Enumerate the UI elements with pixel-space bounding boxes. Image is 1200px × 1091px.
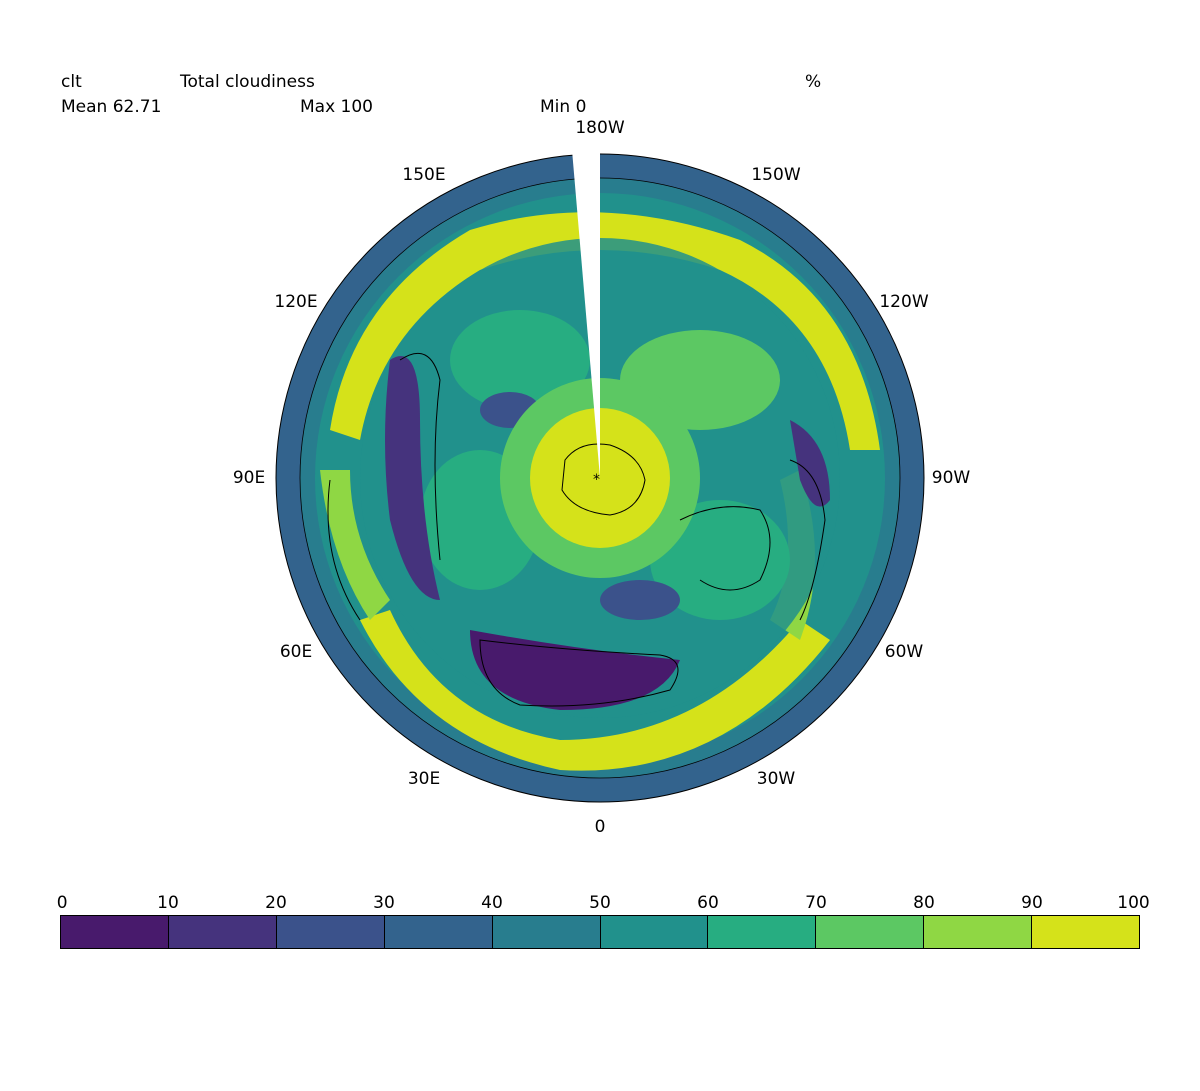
lon-label-0: 0 bbox=[594, 817, 606, 837]
colorbar-tick-label: 10 bbox=[157, 893, 179, 913]
colorbar-tick-label: 40 bbox=[481, 893, 503, 913]
lon-label-30e: 30E bbox=[407, 769, 441, 789]
colorbar-swatch bbox=[383, 916, 492, 948]
colorbar-swatch bbox=[707, 916, 816, 948]
lon-label-60w: 60W bbox=[884, 642, 924, 662]
colorbar-swatch bbox=[61, 916, 168, 948]
colorbar bbox=[60, 915, 1140, 949]
colorbar-swatch bbox=[275, 916, 384, 948]
colorbar-tick-label: 90 bbox=[1021, 893, 1043, 913]
colorbar-swatch bbox=[923, 916, 1032, 948]
lon-label-90e: 90E bbox=[232, 468, 266, 488]
mean-stat: Mean 62.71 bbox=[61, 97, 162, 117]
colorbar-tick-label: 60 bbox=[697, 893, 719, 913]
lon-label-30w: 30W bbox=[756, 769, 796, 789]
lon-label-150e: 150E bbox=[402, 165, 446, 185]
max-stat: Max 100 bbox=[300, 97, 373, 117]
colorbar-tick-label: 30 bbox=[373, 893, 395, 913]
colorbar-tick-label: 20 bbox=[265, 893, 287, 913]
pole-marker: * bbox=[593, 472, 600, 488]
colorbar-tick-label: 80 bbox=[913, 893, 935, 913]
lon-label-180w: 180W bbox=[575, 118, 625, 138]
colorbar-tick-label: 50 bbox=[589, 893, 611, 913]
missing-data-wedge bbox=[572, 148, 600, 478]
lon-label-90w: 90W bbox=[931, 468, 971, 488]
colorbar-tick-label: 70 bbox=[805, 893, 827, 913]
variable-long-name: Total cloudiness bbox=[180, 72, 315, 92]
colorbar-swatch bbox=[1031, 916, 1140, 948]
colorbar-swatch bbox=[167, 916, 276, 948]
colorbar-swatch bbox=[599, 916, 708, 948]
lon-label-150w: 150W bbox=[751, 165, 801, 185]
lon-label-120e: 120E bbox=[274, 292, 318, 312]
colorbar-swatch bbox=[815, 916, 924, 948]
colorbar-tick-label: 0 bbox=[56, 893, 68, 913]
variable-name: clt bbox=[61, 72, 82, 92]
lon-label-120w: 120W bbox=[879, 292, 929, 312]
lon-label-60e: 60E bbox=[279, 642, 313, 662]
colorbar-swatch bbox=[491, 916, 600, 948]
colorbar-tick-label: 100 bbox=[1117, 893, 1150, 913]
units-label: % bbox=[805, 72, 822, 92]
min-stat: Min 0 bbox=[540, 97, 587, 117]
